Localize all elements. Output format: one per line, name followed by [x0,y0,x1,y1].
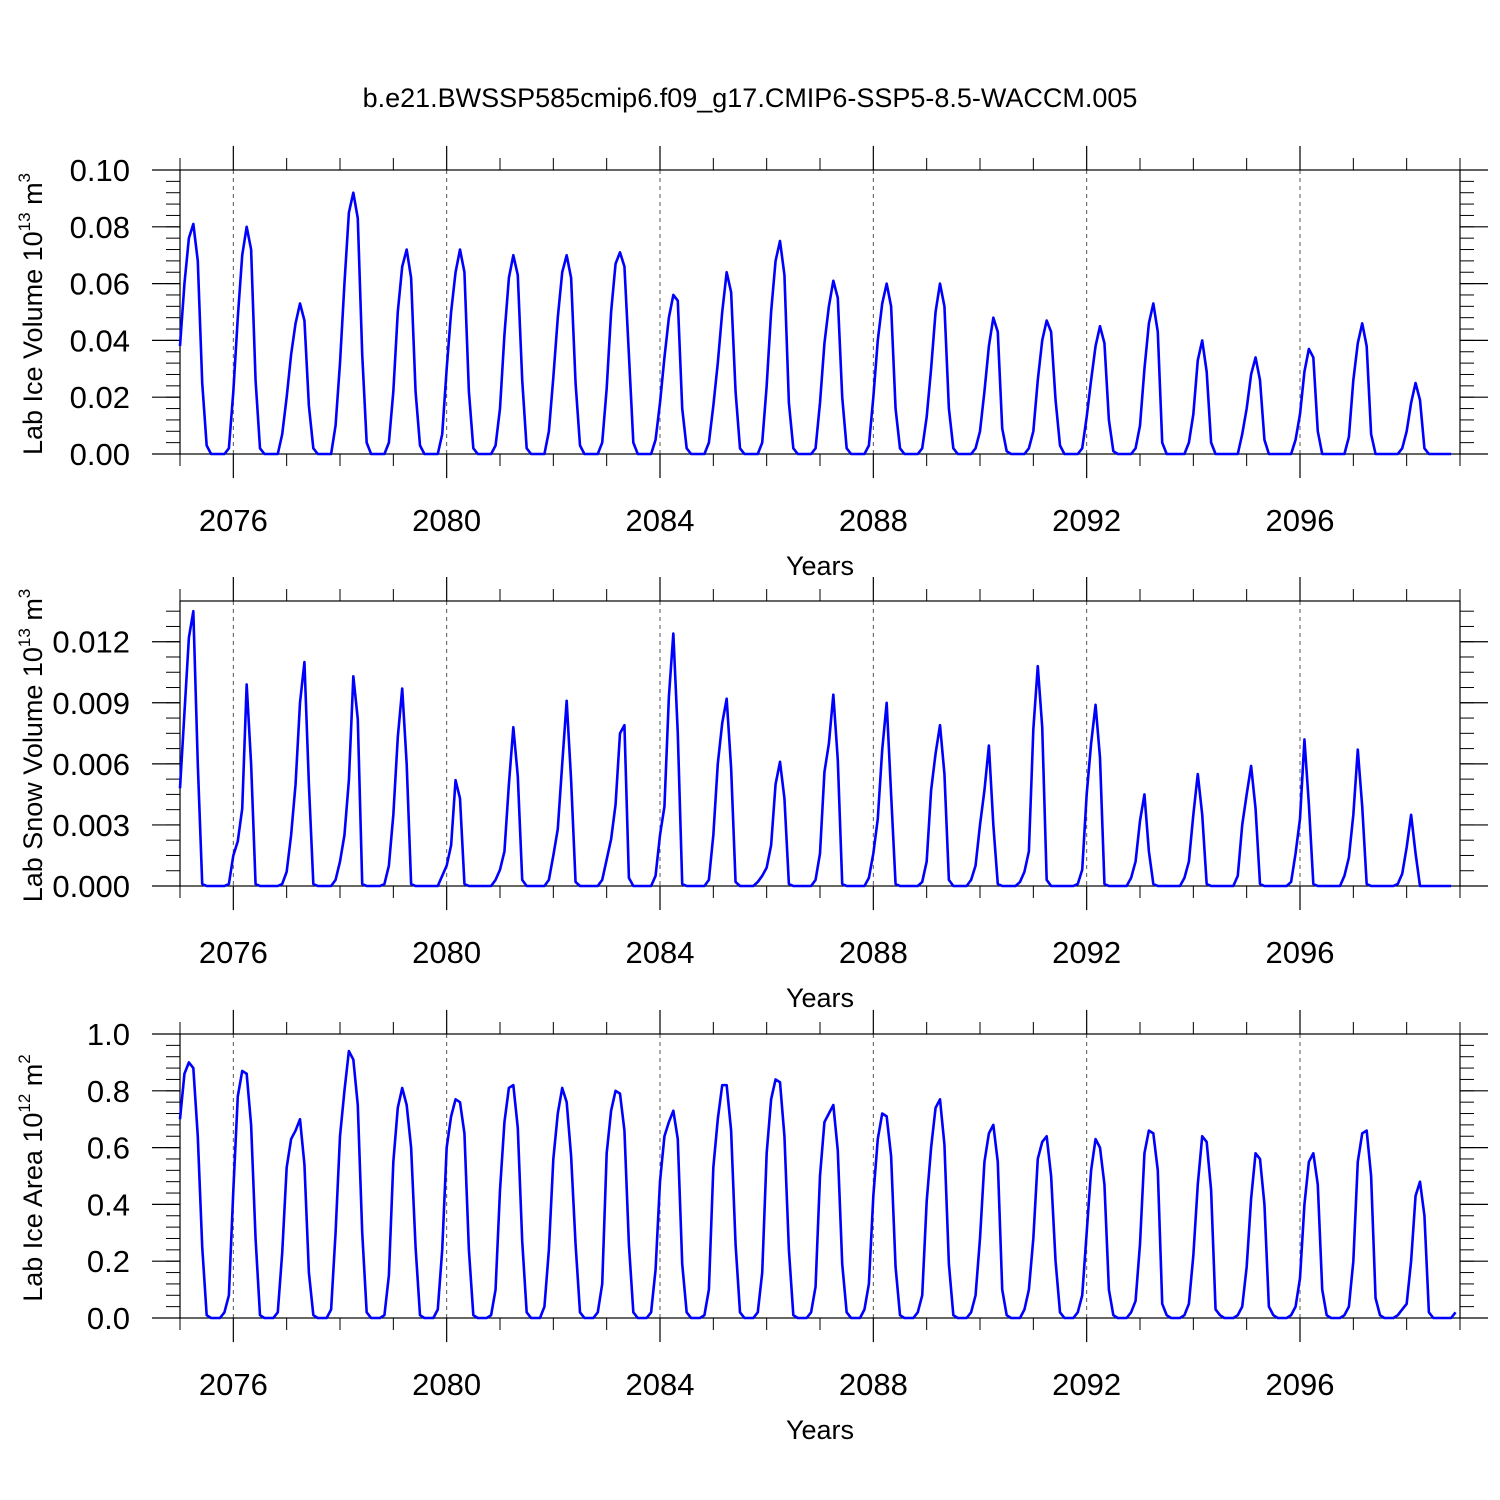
series-line-lab-snow-volume [178,609,1452,888]
y-tick-label: 0.4 [87,1187,130,1222]
y-tick-label: 0.009 [52,686,130,721]
panel-lab-snow-volume: 2076 2080 2084 2088 2092 2096 Years 0.000 0.003 0… [15,577,1488,1013]
y-axis-label: Lab Ice Volume 1013 m3 [15,173,48,455]
x-tick-label: 2088 [839,1367,908,1402]
x-axis-label: Years [786,551,854,581]
y-axis-label: Lab Snow Volume 1013 m3 [15,589,48,903]
x-tick-label: 2092 [1052,1367,1121,1402]
series-line-lab-ice-area [178,1049,1457,1320]
x-tick-label: 2080 [412,935,481,970]
x-tick-label: 2092 [1052,503,1121,538]
x-tick-label: 2084 [626,1367,695,1402]
y-tick-label: 0.04 [70,323,130,358]
panel-lab-ice-volume: 2076 2080 2084 2088 2092 2096 Years 0.00 0.02 0.0… [15,146,1488,581]
y-tick-label: 0.003 [52,808,130,843]
x-tick-label: 2096 [1266,503,1335,538]
x-tick-label: 2088 [839,503,908,538]
x-tick-label: 2080 [412,503,481,538]
y-tick-label: 0.06 [70,267,130,302]
y-tick-label: 0.0 [87,1301,130,1336]
y-tick-label: 0.2 [87,1244,130,1279]
x-tick-label: 2080 [412,1367,481,1402]
series-line-lab-ice-volume [178,191,1452,456]
y-tick-label: 0.000 [52,869,130,904]
y-axis-label: Lab Ice Area 1012 m2 [15,1054,48,1302]
x-tick-label: 2084 [626,503,695,538]
x-tick-label: 2088 [839,935,908,970]
x-tick-label: 2076 [199,935,268,970]
y-tick-label: 0.08 [70,210,130,245]
y-tick-label: 0.012 [52,625,130,660]
x-tick-label: 2076 [199,1367,268,1402]
figure-title: b.e21.BWSSP585cmip6.f09_g17.CMIP6-SSP5-8… [363,83,1138,113]
y-tick-label: 0.02 [70,380,130,415]
y-tick-label: 1.0 [87,1017,130,1052]
x-tick-label: 2092 [1052,935,1121,970]
y-tick-label: 0.8 [87,1074,130,1109]
x-tick-label: 2076 [199,503,268,538]
x-tick-label: 2084 [626,935,695,970]
panel-lab-ice-area: 2076 2080 2084 2088 2092 2096 Years 0.0 0.2 0.4 0.… [15,1010,1488,1445]
y-tick-label: 0.00 [70,437,130,472]
y-tick-label: 0.10 [70,153,130,188]
x-axis-label: Years [786,1415,854,1445]
y-tick-label: 0.6 [87,1131,130,1166]
x-tick-label: 2096 [1266,1367,1335,1402]
x-axis-label: Years [786,983,854,1013]
y-tick-label: 0.006 [52,747,130,782]
x-tick-label: 2096 [1266,935,1335,970]
